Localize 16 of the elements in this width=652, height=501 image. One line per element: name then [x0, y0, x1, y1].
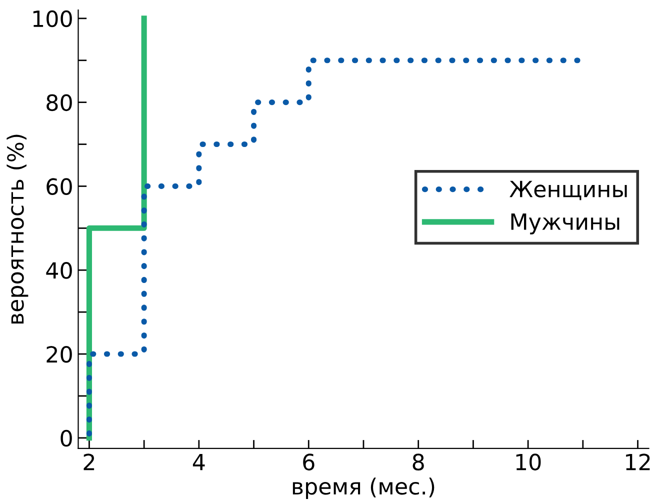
x-tick-label: 2 — [84, 454, 94, 470]
legend-label: Женщины — [510, 180, 627, 200]
legend-label: Мужчины — [511, 214, 620, 234]
x-tick-label: 12 — [626, 454, 650, 470]
x-axis-title: время (мес.) — [292, 478, 434, 500]
y-tick-label: 40 — [46, 262, 72, 279]
y-tick-label: 60 — [46, 178, 72, 195]
y-tick-label: 20 — [46, 346, 72, 363]
x-tick-label: 8 — [412, 454, 424, 470]
x-tick-label: 10 — [516, 454, 541, 470]
y-tick-label: 80 — [46, 94, 72, 112]
x-tick-label: 6 — [303, 454, 314, 470]
y-tick-label: 0 — [60, 430, 72, 447]
y-axis-title: вероятность (%) — [6, 134, 28, 324]
y-tick-label: 100 — [33, 10, 72, 28]
x-tick-label: 4 — [192, 454, 205, 470]
